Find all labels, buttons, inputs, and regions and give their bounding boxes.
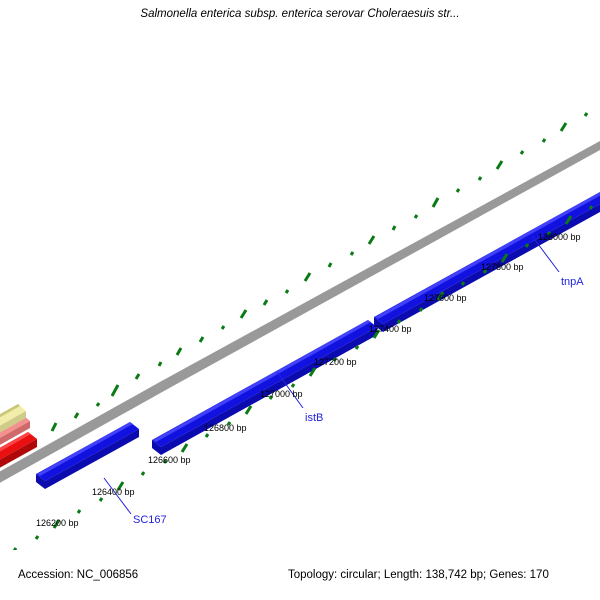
genome-map-canvas[interactable]: 126200 bp 126400 bp 126600 bp 126800 bp 1270… [0,40,600,550]
status-bar: Accession: NC_006856 Topology: circular;… [0,565,600,600]
genome-map-svg[interactable] [0,40,600,550]
gc-skew-track-upper [50,112,589,432]
ruler-tick-label: 126400 bp [92,487,135,497]
ruler-tick-label: 126200 bp [36,518,79,528]
ruler-tick-label: 127200 bp [314,357,357,367]
genome-backbone[interactable] [0,141,600,489]
accession-text: Accession: NC_006856 [18,569,139,581]
gene-label-sc167[interactable]: SC167 [133,514,167,526]
gc-skew-track-lower [12,205,594,550]
gene-label-leader [103,477,132,515]
gene-feature-sc167[interactable] [36,422,139,489]
gene-label-leader [276,371,304,409]
ruler-tick-label: 127400 bp [369,324,412,334]
ruler-tick-label: 126800 bp [204,423,247,433]
ruler-tick-label: 127600 bp [424,293,467,303]
gene-label-leader-lines [103,235,560,515]
gene-feature-red[interactable] [0,432,37,485]
ruler-tick-label: 128000 bp [538,232,581,242]
ruler-tick-label: 126600 bp [148,455,191,465]
ruler-tick-label: 127000 bp [260,389,303,399]
gene-label-leader [531,235,560,273]
ruler-tick-label: 127800 bp [481,262,524,272]
genome-summary-text: Topology: circular; Length: 138,742 bp; … [288,569,549,581]
window-title: Salmonella enterica subsp. enterica sero… [140,8,460,20]
gene-feature-tnpa[interactable] [374,192,600,332]
gene-feature-istb[interactable] [152,320,377,455]
gene-feature-yellow[interactable] [0,404,26,455]
gene-label-tnpa[interactable]: tnpA [561,276,584,288]
gene-label-istb[interactable]: istB [305,412,324,424]
